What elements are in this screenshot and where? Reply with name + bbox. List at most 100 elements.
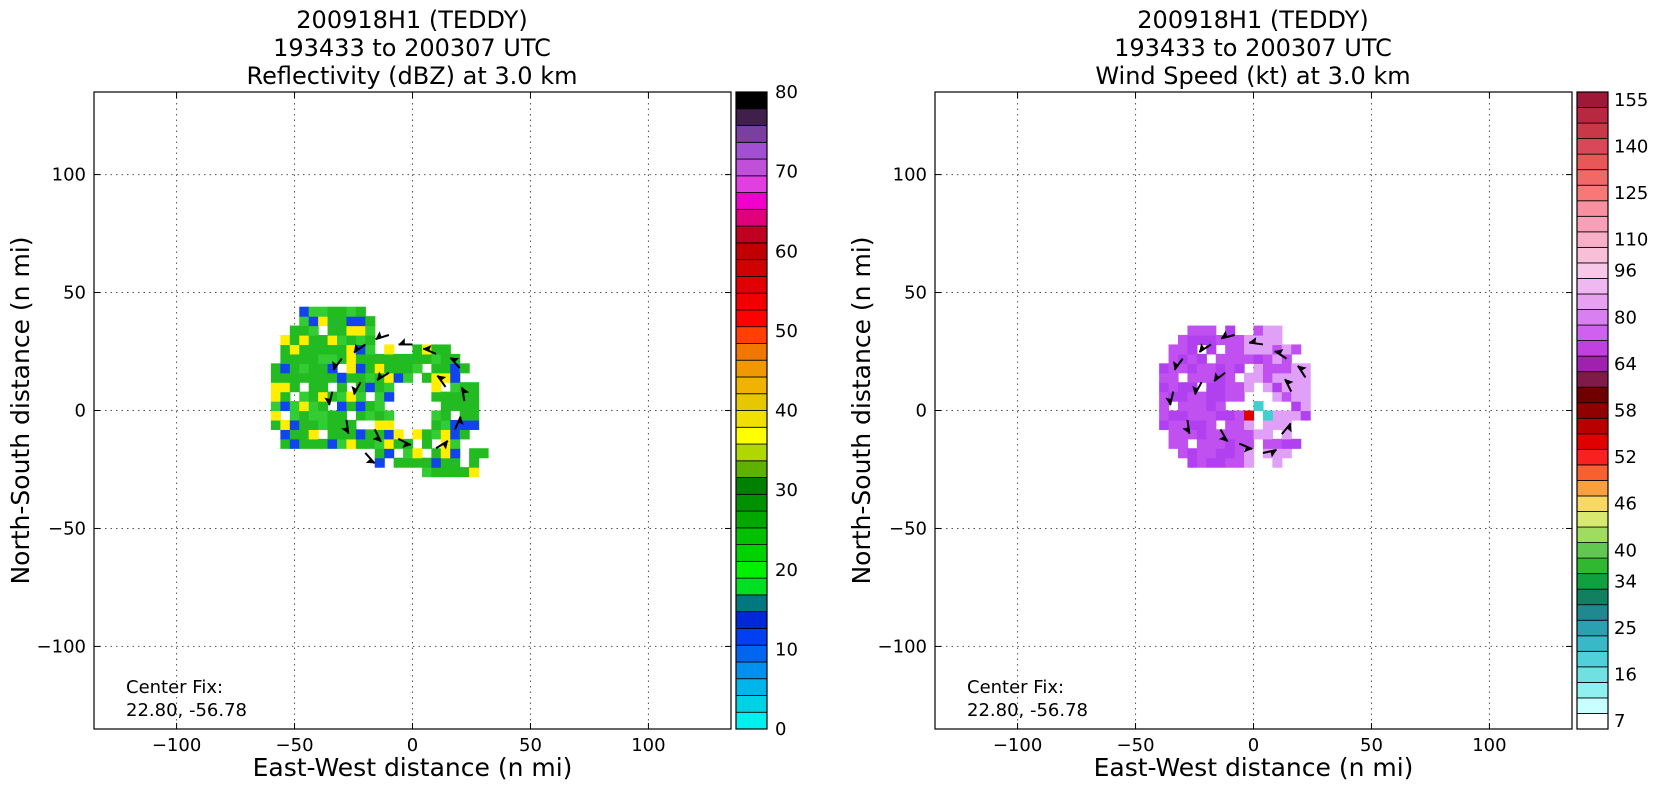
data-cell	[1253, 401, 1264, 412]
colorbar-swatch	[1576, 153, 1609, 171]
data-cell	[421, 353, 432, 364]
data-cell	[1281, 438, 1292, 449]
colorbar-swatch	[1576, 619, 1609, 637]
data-cell	[450, 382, 461, 393]
data-cell	[1291, 372, 1302, 383]
data-cell	[1178, 438, 1189, 449]
data-cell	[1187, 401, 1198, 412]
data-cell	[393, 353, 404, 364]
data-cell	[374, 391, 385, 402]
data-cell	[412, 448, 423, 459]
data-cell	[1187, 372, 1198, 383]
data-cell	[355, 325, 366, 336]
data-cell	[1168, 419, 1179, 430]
data-cell	[412, 344, 423, 355]
colorbar-swatch	[1576, 666, 1609, 683]
colorbar-swatch	[735, 158, 768, 177]
wind-barb-flag	[1221, 330, 1228, 339]
colorbar-tick-label: 16	[1614, 665, 1637, 686]
data-cell	[1234, 391, 1245, 402]
data-cell	[1215, 363, 1226, 374]
data-cell	[1272, 372, 1283, 383]
data-cell	[1244, 457, 1255, 468]
colorbar-swatch	[735, 628, 768, 646]
colorbar-swatch	[1576, 402, 1609, 419]
data-cell	[1300, 363, 1311, 374]
data-cell	[1253, 429, 1264, 440]
data-cell	[1244, 438, 1255, 449]
data-cell	[346, 335, 357, 346]
data-cell	[393, 363, 404, 374]
data-cell	[431, 363, 442, 374]
data-cell	[1300, 391, 1311, 402]
data-cell	[403, 353, 414, 364]
data-cell	[318, 410, 329, 421]
data-cell	[299, 344, 310, 355]
data-cell	[280, 438, 291, 449]
data-cell	[384, 344, 395, 355]
data-cell	[374, 438, 385, 449]
wind-barb-flag	[450, 357, 460, 363]
data-cell	[450, 401, 461, 412]
data-cell	[1234, 429, 1245, 440]
data-cell	[1168, 363, 1179, 374]
data-cell	[289, 372, 300, 383]
colorbar-tick-label: 60	[775, 241, 798, 262]
x-axis-label: East-West distance (n mi)	[1094, 753, 1414, 782]
data-cell	[1281, 391, 1292, 402]
data-cell	[1244, 344, 1255, 355]
wind-barb-shaft	[1274, 350, 1288, 360]
wind-barb-flag	[423, 345, 432, 351]
data-cell	[337, 410, 348, 421]
panel-wind-speed: 200918H1 (TEDDY)193433 to 200307 UTCWind…	[847, 6, 1648, 782]
data-cell	[403, 372, 414, 383]
y-tick-label: −50	[889, 518, 927, 539]
colorbar-swatch	[1576, 588, 1609, 606]
data-cell	[1196, 335, 1207, 346]
data-cell	[270, 382, 281, 393]
data-cell	[346, 306, 357, 317]
data-cell	[384, 382, 395, 393]
colorbar-tick-label: 0	[775, 719, 786, 740]
data-cell	[1215, 401, 1226, 412]
data-cell	[289, 363, 300, 374]
colorbar-tick-label: 52	[1614, 447, 1637, 468]
data-cell	[374, 363, 385, 374]
data-cell	[365, 335, 376, 346]
data-cell	[355, 306, 366, 317]
data-cell	[1178, 391, 1189, 402]
colorbar-tick-label: 25	[1614, 618, 1637, 639]
data-cell	[440, 372, 451, 383]
data-cell	[440, 467, 451, 478]
wind-barb-shaft	[364, 452, 376, 465]
data-cell	[374, 429, 385, 440]
data-cell	[318, 335, 329, 346]
data-cell	[440, 410, 451, 421]
data-cell	[1272, 419, 1283, 430]
data-cell	[412, 363, 423, 374]
data-cell	[1272, 391, 1283, 402]
data-cell	[299, 410, 310, 421]
colorbar-swatch	[735, 292, 768, 311]
data-cell	[1281, 372, 1292, 383]
colorbar-swatch	[735, 711, 768, 730]
data-cell	[346, 363, 357, 374]
data-cell	[308, 429, 319, 440]
colorbar-swatch	[1576, 697, 1609, 714]
data-cell	[469, 401, 480, 412]
colorbar-swatch	[1576, 278, 1609, 295]
data-cell	[1215, 353, 1226, 364]
chart-title-line-2: 193433 to 200307 UTC	[1114, 34, 1392, 62]
data-cell	[440, 344, 451, 355]
data-cell	[1262, 344, 1273, 355]
data-cell	[1244, 372, 1255, 383]
data-cell	[459, 467, 470, 478]
data-cell	[1196, 363, 1207, 374]
data-cell	[299, 363, 310, 374]
data-cell	[459, 410, 470, 421]
data-cell	[355, 372, 366, 383]
colorbar-tick-label: 80	[1614, 307, 1637, 328]
data-cell	[1272, 410, 1283, 421]
y-tick-label: −100	[37, 636, 86, 657]
data-cell	[440, 391, 451, 402]
